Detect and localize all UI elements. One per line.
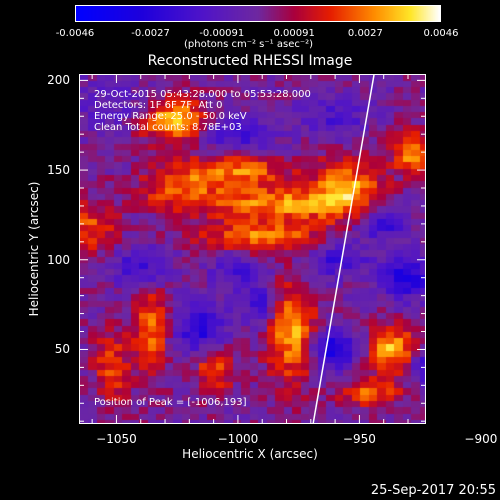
y-tick-label: 200 bbox=[47, 73, 70, 88]
x-tick-label: −1050 bbox=[96, 432, 137, 446]
x-tick-label: −900 bbox=[464, 432, 498, 446]
observation-annotations: 29-Oct-2015 05:43:28.000 to 05:53:28.000… bbox=[94, 89, 311, 133]
timestamp: 25-Sep-2017 20:55 bbox=[370, 483, 496, 498]
y-tick-label: 150 bbox=[47, 163, 70, 178]
colorbar-tick-label: -0.0027 bbox=[131, 28, 170, 39]
colorbar-tick-label: -0.00091 bbox=[199, 28, 245, 39]
x-axis-label: Heliocentric X (arcsec) bbox=[182, 447, 318, 461]
x-tick-label: −1000 bbox=[217, 432, 259, 446]
annotation-detectors: Detectors: 1F 6F 7F, Att 0 bbox=[94, 100, 223, 111]
annotation-energy: Energy Range: 25.0 - 50.0 keV bbox=[94, 111, 247, 122]
colorbar-gradient bbox=[76, 6, 440, 21]
colorbar-tick-label: 0.00091 bbox=[273, 28, 315, 39]
y-tick-label: 50 bbox=[54, 342, 70, 357]
x-tick-label: −950 bbox=[342, 432, 376, 446]
colorbar-tick-label: 0.0027 bbox=[347, 28, 383, 39]
y-tick-label: 100 bbox=[47, 252, 70, 267]
colorbar-tick-label: 0.0046 bbox=[423, 28, 459, 39]
chart-title: Reconstructed RHESSI Image bbox=[147, 53, 353, 69]
annotation-clean: Clean Total counts: 8.78E+03 bbox=[94, 122, 242, 133]
peak-position-label: Position of Peak = [-1006,193] bbox=[94, 397, 247, 408]
colorbar-tick-label: -0.0046 bbox=[55, 28, 95, 39]
annotation-time: 29-Oct-2015 05:43:28.000 to 05:53:28.000 bbox=[94, 89, 311, 100]
colorbar-units: (photons cm⁻² s⁻¹ asec⁻²) bbox=[184, 39, 314, 50]
colorbar bbox=[75, 5, 441, 22]
y-axis-label: Heliocentric Y (arcsec) bbox=[27, 181, 41, 317]
